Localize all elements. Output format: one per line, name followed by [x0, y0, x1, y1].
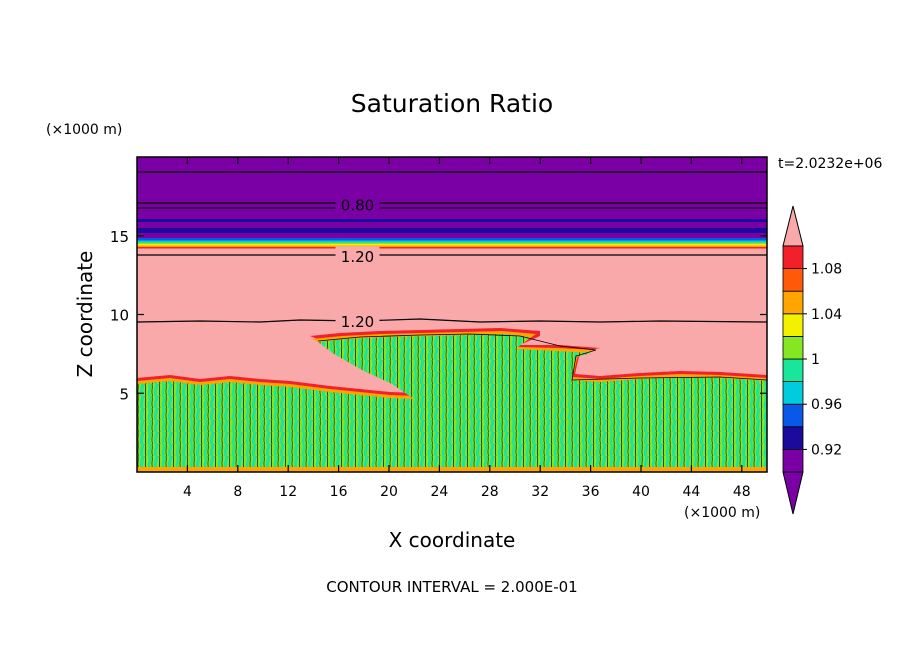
contour-interval-footer: CONTOUR INTERVAL = 2.000E-01	[326, 578, 577, 596]
y-tick-label: 5	[119, 385, 129, 403]
surface-orange-strip	[137, 467, 767, 472]
contour-label-bg	[335, 310, 380, 329]
colorbar: 1.08 1.04 1 0.96 0.92	[782, 205, 842, 515]
layer-purple-3	[137, 233, 767, 238]
colorbar-swatch	[782, 403, 804, 428]
x-tick-label: 24	[430, 484, 448, 500]
colorbar-swatch	[782, 335, 804, 360]
colorbar-label: 0.96	[811, 397, 842, 413]
contour-label-bg	[335, 246, 380, 265]
band-yellow	[137, 244, 767, 246]
plot-field	[137, 157, 767, 472]
x-tick-label: 44	[682, 484, 700, 500]
contour-label: 0.80	[341, 196, 374, 214]
x-tick-label: 36	[582, 484, 600, 500]
colorbar-swatch	[782, 381, 804, 405]
x-tick-label: 32	[531, 484, 549, 500]
contour-label-bg	[335, 194, 380, 213]
x-tick-label: 28	[481, 484, 499, 500]
colorbar-over-triangle	[782, 205, 804, 247]
colorbar-under-triangle	[782, 471, 804, 515]
colorbar-label: 0.92	[811, 442, 842, 458]
colorbar-label: 1	[811, 352, 820, 368]
contour-line-120-lower	[137, 318, 767, 323]
colorbar-swatch	[782, 245, 804, 270]
colorbar-swatch	[782, 426, 804, 450]
x-axis-ticks: 4 8 12 16 20 24 28 32 36 40 44 48	[183, 157, 751, 500]
colorbar-swatch	[782, 268, 804, 292]
layer-upper-purple	[137, 157, 767, 219]
y-tick-label: 15	[110, 228, 129, 246]
y-tick-label: 10	[110, 307, 129, 325]
y-unit-label: (×1000 m)	[46, 122, 122, 138]
x-axis-label: X coordinate	[389, 528, 516, 552]
band-blue	[137, 238, 767, 241]
x-tick-label: 20	[380, 484, 398, 500]
band-cyan	[137, 240, 767, 243]
x-tick-label: 8	[233, 484, 242, 500]
colorbar-swatch	[782, 448, 804, 473]
y-axis-label: Z coordinate	[73, 251, 97, 378]
band-green	[137, 242, 767, 244]
contour-cloud-top	[317, 333, 767, 381]
colorbar-label: 1.04	[811, 307, 842, 323]
x-tick-label: 40	[632, 484, 650, 500]
x-tick-label: 4	[183, 484, 192, 500]
x-unit-label: (×1000 m)	[684, 505, 760, 521]
colorbar-label: 1.08	[811, 262, 842, 278]
chart-title: Saturation Ratio	[351, 89, 553, 118]
x-tick-label: 12	[279, 484, 297, 500]
contour-label: 1.20	[341, 313, 374, 331]
colorbar-swatch	[782, 358, 804, 383]
band-orange	[137, 245, 767, 247]
layer-purple-2	[137, 222, 767, 228]
contour-labels: 0.80 1.20 1.20	[335, 194, 380, 331]
contour-label: 1.20	[341, 248, 374, 266]
y-axis-ticks: 5 10 15	[110, 228, 767, 403]
x-tick-label: 48	[733, 484, 751, 500]
band-red	[137, 247, 767, 249]
colorbar-swatch	[782, 290, 804, 315]
x-tick-label: 16	[330, 484, 348, 500]
time-label: t=2.0232e+06	[778, 156, 882, 172]
turbulent-region	[137, 334, 767, 470]
colorbar-swatch	[782, 313, 804, 337]
